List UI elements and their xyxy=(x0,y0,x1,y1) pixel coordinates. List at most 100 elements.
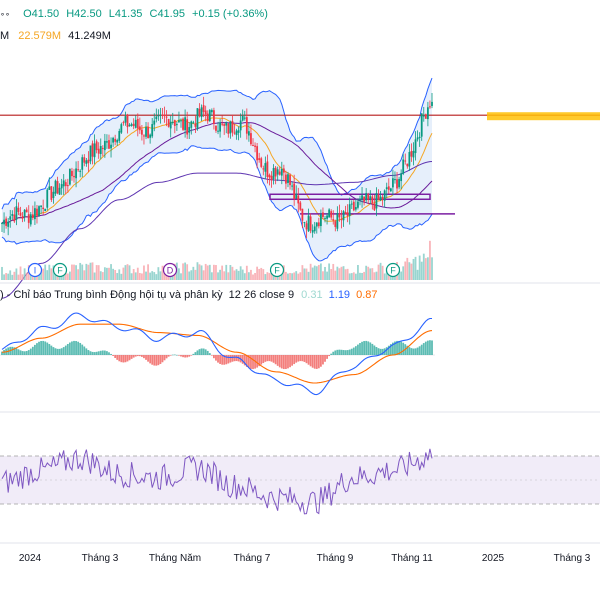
volume-bar xyxy=(151,271,154,280)
candle-body xyxy=(367,194,370,200)
macd-histogram-bar xyxy=(258,355,261,367)
macd-histogram-bar xyxy=(289,355,291,368)
macd-histogram-bar xyxy=(373,345,376,355)
candle-body xyxy=(276,169,279,175)
candle-body xyxy=(173,120,176,126)
candle-body xyxy=(215,125,217,131)
candle-body xyxy=(381,196,384,200)
candle-body xyxy=(379,196,382,200)
candle-body xyxy=(52,191,55,199)
macd-histogram-bar xyxy=(338,349,341,355)
event-marker-label: D xyxy=(167,266,174,276)
candle-body xyxy=(196,108,199,129)
macd-histogram-bar xyxy=(375,347,378,355)
candle-body xyxy=(79,170,82,172)
candle-body xyxy=(169,121,172,129)
candle-body xyxy=(328,209,331,218)
volume-bar xyxy=(208,264,211,280)
x-tick-label: Tháng 11 xyxy=(391,553,433,564)
candle-body xyxy=(73,175,75,178)
volume-bar xyxy=(315,266,318,280)
candle-body xyxy=(233,132,236,134)
volume-bar xyxy=(305,268,308,280)
macd-histogram-bar xyxy=(48,344,51,355)
volume-bar xyxy=(112,268,115,280)
macd-histogram-bar xyxy=(223,355,226,365)
volume-bar xyxy=(301,265,304,280)
candle-body xyxy=(165,116,168,118)
event-marker-label: I xyxy=(34,266,37,276)
volume-bar xyxy=(3,274,5,280)
macd-histogram-bar xyxy=(231,355,234,362)
macd-histogram-bar xyxy=(307,355,310,365)
change-value: +0.15 (+0.36%) xyxy=(192,8,268,20)
macd-histogram-bar xyxy=(153,355,156,366)
candle-body xyxy=(23,209,26,217)
candle-body xyxy=(147,126,149,139)
volume-bar xyxy=(328,263,331,280)
macd-histogram-bar xyxy=(328,355,331,357)
macd-histogram-bar xyxy=(389,344,392,355)
macd-histogram-bar xyxy=(336,349,339,355)
macd-histogram-bar xyxy=(103,350,106,355)
candle-body xyxy=(402,159,405,174)
macd-histogram-bar xyxy=(424,341,427,355)
macd-histogram-bar xyxy=(44,341,47,355)
candle-body xyxy=(252,145,254,147)
macd-histogram-bar xyxy=(182,355,184,358)
candle-body xyxy=(97,148,100,154)
volume-bar xyxy=(297,273,300,280)
volume-bar xyxy=(332,263,335,280)
volume-bar xyxy=(239,266,242,280)
macd-histogram-value: 0.31 xyxy=(301,289,323,301)
volume-bar xyxy=(186,264,189,280)
volume-bar xyxy=(225,264,228,280)
candle-body xyxy=(213,110,215,124)
candle-body xyxy=(229,121,232,134)
macd-histogram-bar xyxy=(145,355,147,360)
volume-bar xyxy=(359,272,361,280)
candle-body xyxy=(342,211,345,221)
candle-body xyxy=(192,122,195,124)
volume-bar xyxy=(23,268,26,280)
volume-bar xyxy=(414,256,417,280)
volume-bar xyxy=(322,271,324,280)
macd-histogram-bar xyxy=(357,344,359,355)
volume-bar xyxy=(365,265,368,280)
volume-bar xyxy=(303,268,306,280)
volume-bar xyxy=(252,274,254,280)
bollinger-lower-line xyxy=(1,145,433,262)
macd-histogram-bar xyxy=(381,348,384,355)
macd-histogram-bar xyxy=(241,355,244,364)
macd-legend: ) - Chỉ báo Trung bình Động hội tụ và ph… xyxy=(0,289,378,301)
candle-body xyxy=(180,120,182,122)
macd-histogram-bar xyxy=(141,355,143,357)
event-marker xyxy=(162,262,178,278)
volume-bar xyxy=(89,262,92,280)
macd-histogram-bar xyxy=(27,350,30,355)
candle-body xyxy=(3,219,5,225)
candle-body xyxy=(289,174,291,186)
candle-body xyxy=(75,168,77,179)
macd-histogram-bar xyxy=(295,355,298,363)
candle-body xyxy=(202,105,205,112)
macd-histogram-bar xyxy=(50,345,53,355)
macd-histogram-bar xyxy=(101,350,104,355)
macd-histogram-bar xyxy=(97,351,100,355)
candle-body xyxy=(404,160,407,162)
volume-bar xyxy=(155,274,158,280)
macd-histogram-bar xyxy=(21,351,24,355)
candle-body xyxy=(110,144,112,149)
volume-bar xyxy=(93,272,96,280)
volume-bar xyxy=(354,273,357,280)
volume-bar xyxy=(106,267,108,280)
volume-bar xyxy=(192,266,195,280)
macd-histogram-bar xyxy=(42,340,45,355)
candle-body xyxy=(153,120,156,125)
macd-histogram-bar xyxy=(229,355,232,363)
event-marker xyxy=(27,262,43,278)
volume-bar xyxy=(357,265,359,280)
more-icon[interactable]: ∘∘ xyxy=(0,10,11,19)
volume-bar xyxy=(110,264,112,280)
